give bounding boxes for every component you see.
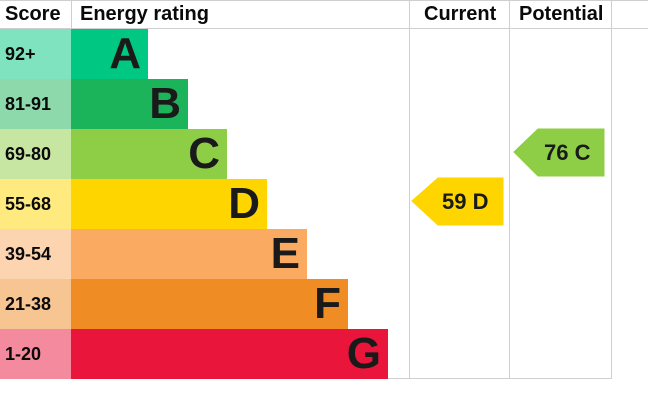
svg-text:59 D: 59 D [442,189,488,214]
svg-text:76 C: 76 C [544,140,591,165]
